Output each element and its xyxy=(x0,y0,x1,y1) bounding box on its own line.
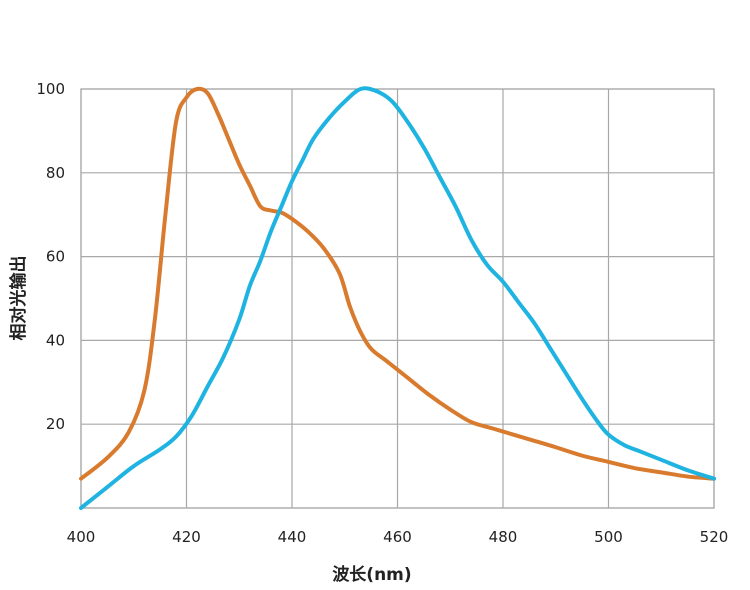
x-tick-label: 480 xyxy=(489,528,518,546)
tick-labels: 400 420 440 460 480 500 520 20 40 60 80 100 xyxy=(36,80,728,546)
x-tick-label: 500 xyxy=(594,528,623,546)
series xyxy=(79,86,716,510)
y-tick-label: 80 xyxy=(46,164,65,182)
y-tick-label: 40 xyxy=(46,331,65,349)
grid xyxy=(81,89,714,508)
x-tick-label: 440 xyxy=(278,528,307,546)
x-tick-label: 520 xyxy=(700,528,729,546)
x-axis-title: 波长(nm) xyxy=(332,564,411,585)
y-tick-label: 60 xyxy=(46,248,65,266)
series-line-1 xyxy=(79,86,716,481)
y-tick-label: 20 xyxy=(46,415,65,433)
y-tick-label: 100 xyxy=(36,80,65,98)
series-line-2 xyxy=(79,86,716,510)
x-tick-label: 400 xyxy=(67,528,96,546)
x-tick-label: 460 xyxy=(383,528,412,546)
x-tick-label: 420 xyxy=(172,528,201,546)
y-axis-title: 相对光输出 xyxy=(8,256,29,341)
